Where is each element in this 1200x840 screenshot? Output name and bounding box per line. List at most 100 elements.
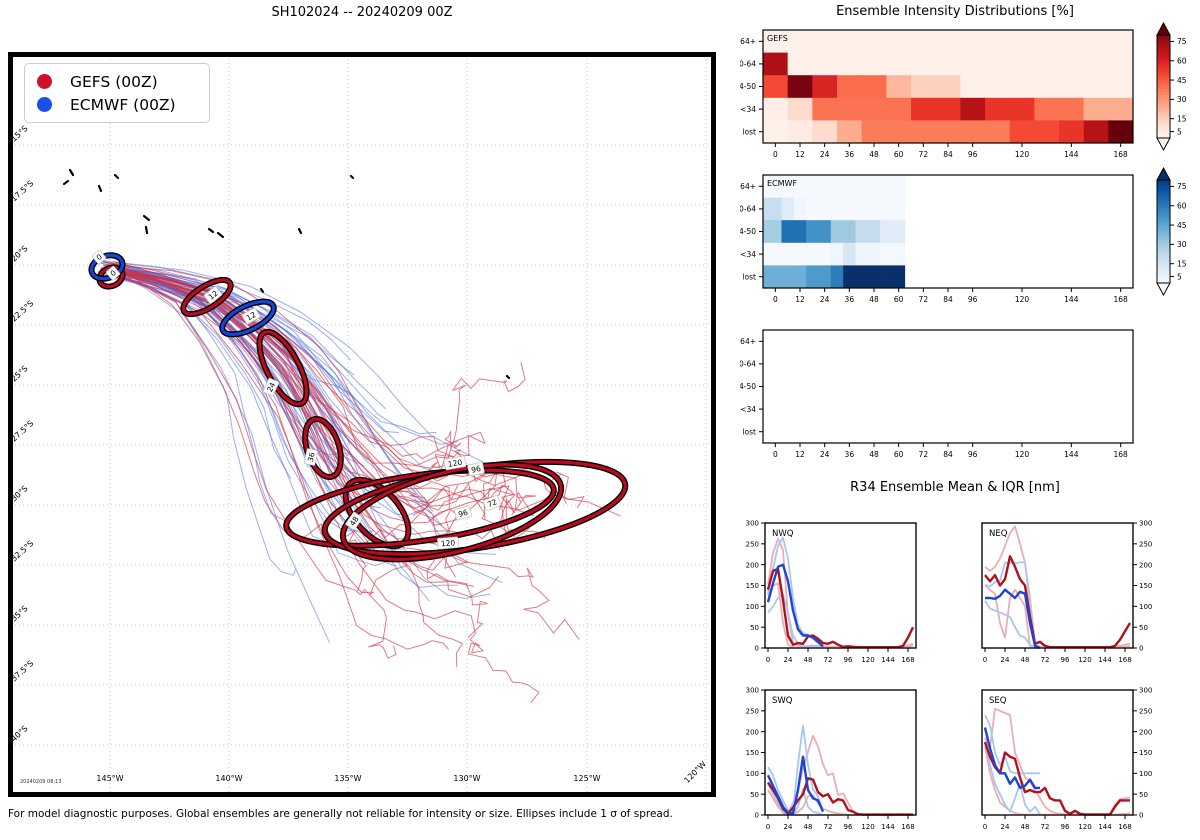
svg-text:84: 84 bbox=[943, 450, 953, 459]
svg-text:60: 60 bbox=[894, 295, 904, 304]
ellipse-120h-gefs bbox=[341, 463, 563, 561]
svg-text:84: 84 bbox=[943, 150, 953, 159]
intensity-panel-gefs: GEFS 64+ 50-64 34-50 <34 lost 0 12 24 36 48 60 72 84 9… bbox=[740, 29, 1134, 159]
legend-row-ecmwf: ECMWF (00Z) bbox=[37, 93, 201, 116]
diagnostic-caption: For model diagnostic purposes. Global en… bbox=[8, 808, 673, 820]
series-nwq-ecmwf-25th bbox=[767, 592, 824, 649]
series-nwq-gefs-mean bbox=[766, 567, 915, 649]
svg-text:250: 250 bbox=[1139, 541, 1152, 549]
svg-text:300: 300 bbox=[1139, 520, 1152, 528]
r34-panel-nwq: NWQ 0 24 48 72 96 120 144 168 0 50 100 150 200 250 300 bbox=[746, 520, 917, 664]
svg-text:50: 50 bbox=[750, 791, 759, 799]
svg-text:12: 12 bbox=[245, 310, 258, 323]
svg-text:45: 45 bbox=[1177, 76, 1187, 85]
svg-text:120: 120 bbox=[861, 823, 874, 831]
svg-text:250: 250 bbox=[746, 541, 759, 549]
svg-text:0: 0 bbox=[108, 268, 118, 278]
svg-text:0: 0 bbox=[983, 823, 987, 831]
svg-text:96: 96 bbox=[968, 295, 978, 304]
svg-text:72: 72 bbox=[486, 497, 498, 509]
svg-text:0: 0 bbox=[773, 450, 778, 459]
svg-text:lost: lost bbox=[742, 427, 756, 436]
r34-panel-swq: SWQ 0 24 48 72 96 120 144 168 0 50 100 150 200 250 300 bbox=[746, 687, 917, 831]
r34-panel-neq: NEQ 0 24 48 72 96 120 144 168 0 50 100 150 200 250 300 bbox=[981, 520, 1152, 664]
svg-text:150: 150 bbox=[746, 749, 759, 757]
svg-text:200: 200 bbox=[746, 561, 759, 569]
svg-text:140°W: 140°W bbox=[215, 774, 242, 783]
svg-text:34-50: 34-50 bbox=[740, 82, 756, 91]
svg-text:<34: <34 bbox=[740, 405, 756, 414]
svg-text:0: 0 bbox=[773, 295, 778, 304]
svg-text:36: 36 bbox=[845, 150, 855, 159]
svg-text:48: 48 bbox=[804, 823, 813, 831]
svg-text:0: 0 bbox=[755, 645, 759, 653]
svg-text:24: 24 bbox=[820, 295, 830, 304]
svg-text:100: 100 bbox=[746, 603, 759, 611]
svg-text:64+: 64+ bbox=[740, 182, 756, 191]
gefs-legend-label: GEFS (00Z) bbox=[70, 72, 158, 91]
svg-text:168: 168 bbox=[901, 823, 914, 831]
svg-text:100: 100 bbox=[1139, 770, 1152, 778]
map-legend: GEFS (00Z) ECMWF (00Z) bbox=[24, 63, 210, 123]
svg-text:72: 72 bbox=[919, 295, 929, 304]
svg-text:72: 72 bbox=[824, 823, 833, 831]
series-neq-gefs-mean bbox=[984, 555, 1132, 649]
svg-text:50-64: 50-64 bbox=[740, 60, 756, 69]
colorbar-reds: 75 60 45 30 15 5 bbox=[1156, 22, 1187, 152]
svg-text:0: 0 bbox=[766, 823, 770, 831]
svg-text:34-50: 34-50 bbox=[740, 382, 756, 391]
svg-text:30: 30 bbox=[1177, 240, 1187, 249]
svg-text:144: 144 bbox=[1064, 295, 1079, 304]
svg-text:150: 150 bbox=[1139, 749, 1152, 757]
svg-text:300: 300 bbox=[746, 520, 759, 528]
svg-text:0: 0 bbox=[1139, 645, 1143, 653]
svg-text:144: 144 bbox=[881, 656, 895, 664]
series-nwq-ecmwf-mean bbox=[766, 563, 824, 648]
svg-text:24: 24 bbox=[820, 450, 830, 459]
svg-text:0: 0 bbox=[94, 252, 104, 262]
svg-text:96: 96 bbox=[1061, 656, 1070, 664]
svg-text:64+: 64+ bbox=[740, 337, 756, 346]
svg-text:15: 15 bbox=[1177, 114, 1187, 123]
svg-text:50-64: 50-64 bbox=[740, 205, 756, 214]
svg-text:120: 120 bbox=[1015, 450, 1030, 459]
intensity-title: Ensemble Intensity Distributions [%] bbox=[836, 4, 1074, 19]
svg-text:45: 45 bbox=[1177, 221, 1187, 230]
svg-text:72: 72 bbox=[824, 656, 833, 664]
svg-text:<34: <34 bbox=[740, 105, 756, 114]
svg-text:36: 36 bbox=[306, 451, 317, 462]
legend-row-gefs: GEFS (00Z) bbox=[37, 70, 201, 93]
svg-text:96: 96 bbox=[968, 450, 978, 459]
island-marks bbox=[62, 168, 511, 380]
svg-text:0: 0 bbox=[773, 150, 778, 159]
svg-text:24: 24 bbox=[1001, 656, 1010, 664]
svg-text:5: 5 bbox=[1177, 127, 1182, 136]
svg-text:168: 168 bbox=[1118, 656, 1131, 664]
svg-text:144: 144 bbox=[1098, 656, 1112, 664]
svg-text:48: 48 bbox=[1021, 823, 1030, 831]
svg-text:72: 72 bbox=[919, 150, 929, 159]
svg-text:150: 150 bbox=[1139, 582, 1152, 590]
svg-text:75: 75 bbox=[1177, 37, 1187, 46]
intensity-panel-empty: 64+ 50-64 34-50 <34 lost 0 12 24 36 48 60 72 84 96 120… bbox=[740, 329, 1134, 459]
ecmwf-marker-icon bbox=[37, 97, 52, 112]
svg-text:0: 0 bbox=[766, 656, 770, 664]
svg-text:250: 250 bbox=[746, 708, 759, 716]
svg-text:135°W: 135°W bbox=[334, 774, 361, 783]
svg-text:36: 36 bbox=[845, 450, 855, 459]
svg-text:24: 24 bbox=[784, 823, 793, 831]
svg-text:144: 144 bbox=[1064, 150, 1079, 159]
series-swq-ecmwf-25th bbox=[767, 783, 824, 816]
series-neq-ecmwf-mean bbox=[985, 588, 1041, 650]
svg-text:250: 250 bbox=[1139, 708, 1152, 716]
series-neq-ecmwf-25th bbox=[984, 600, 1040, 649]
ecmwf-legend-label: ECMWF (00Z) bbox=[70, 95, 176, 114]
svg-text:<34: <34 bbox=[740, 250, 756, 259]
svg-text:60: 60 bbox=[894, 450, 904, 459]
svg-text:150: 150 bbox=[746, 582, 759, 590]
svg-text:50: 50 bbox=[1139, 791, 1148, 799]
svg-text:144: 144 bbox=[881, 823, 895, 831]
svg-text:168: 168 bbox=[1114, 150, 1129, 159]
intensity-distribution-panels: GEFS 64+ 50-64 34-50 <34 lost 0 12 24 36 48 60 72 84 9… bbox=[740, 22, 1187, 459]
